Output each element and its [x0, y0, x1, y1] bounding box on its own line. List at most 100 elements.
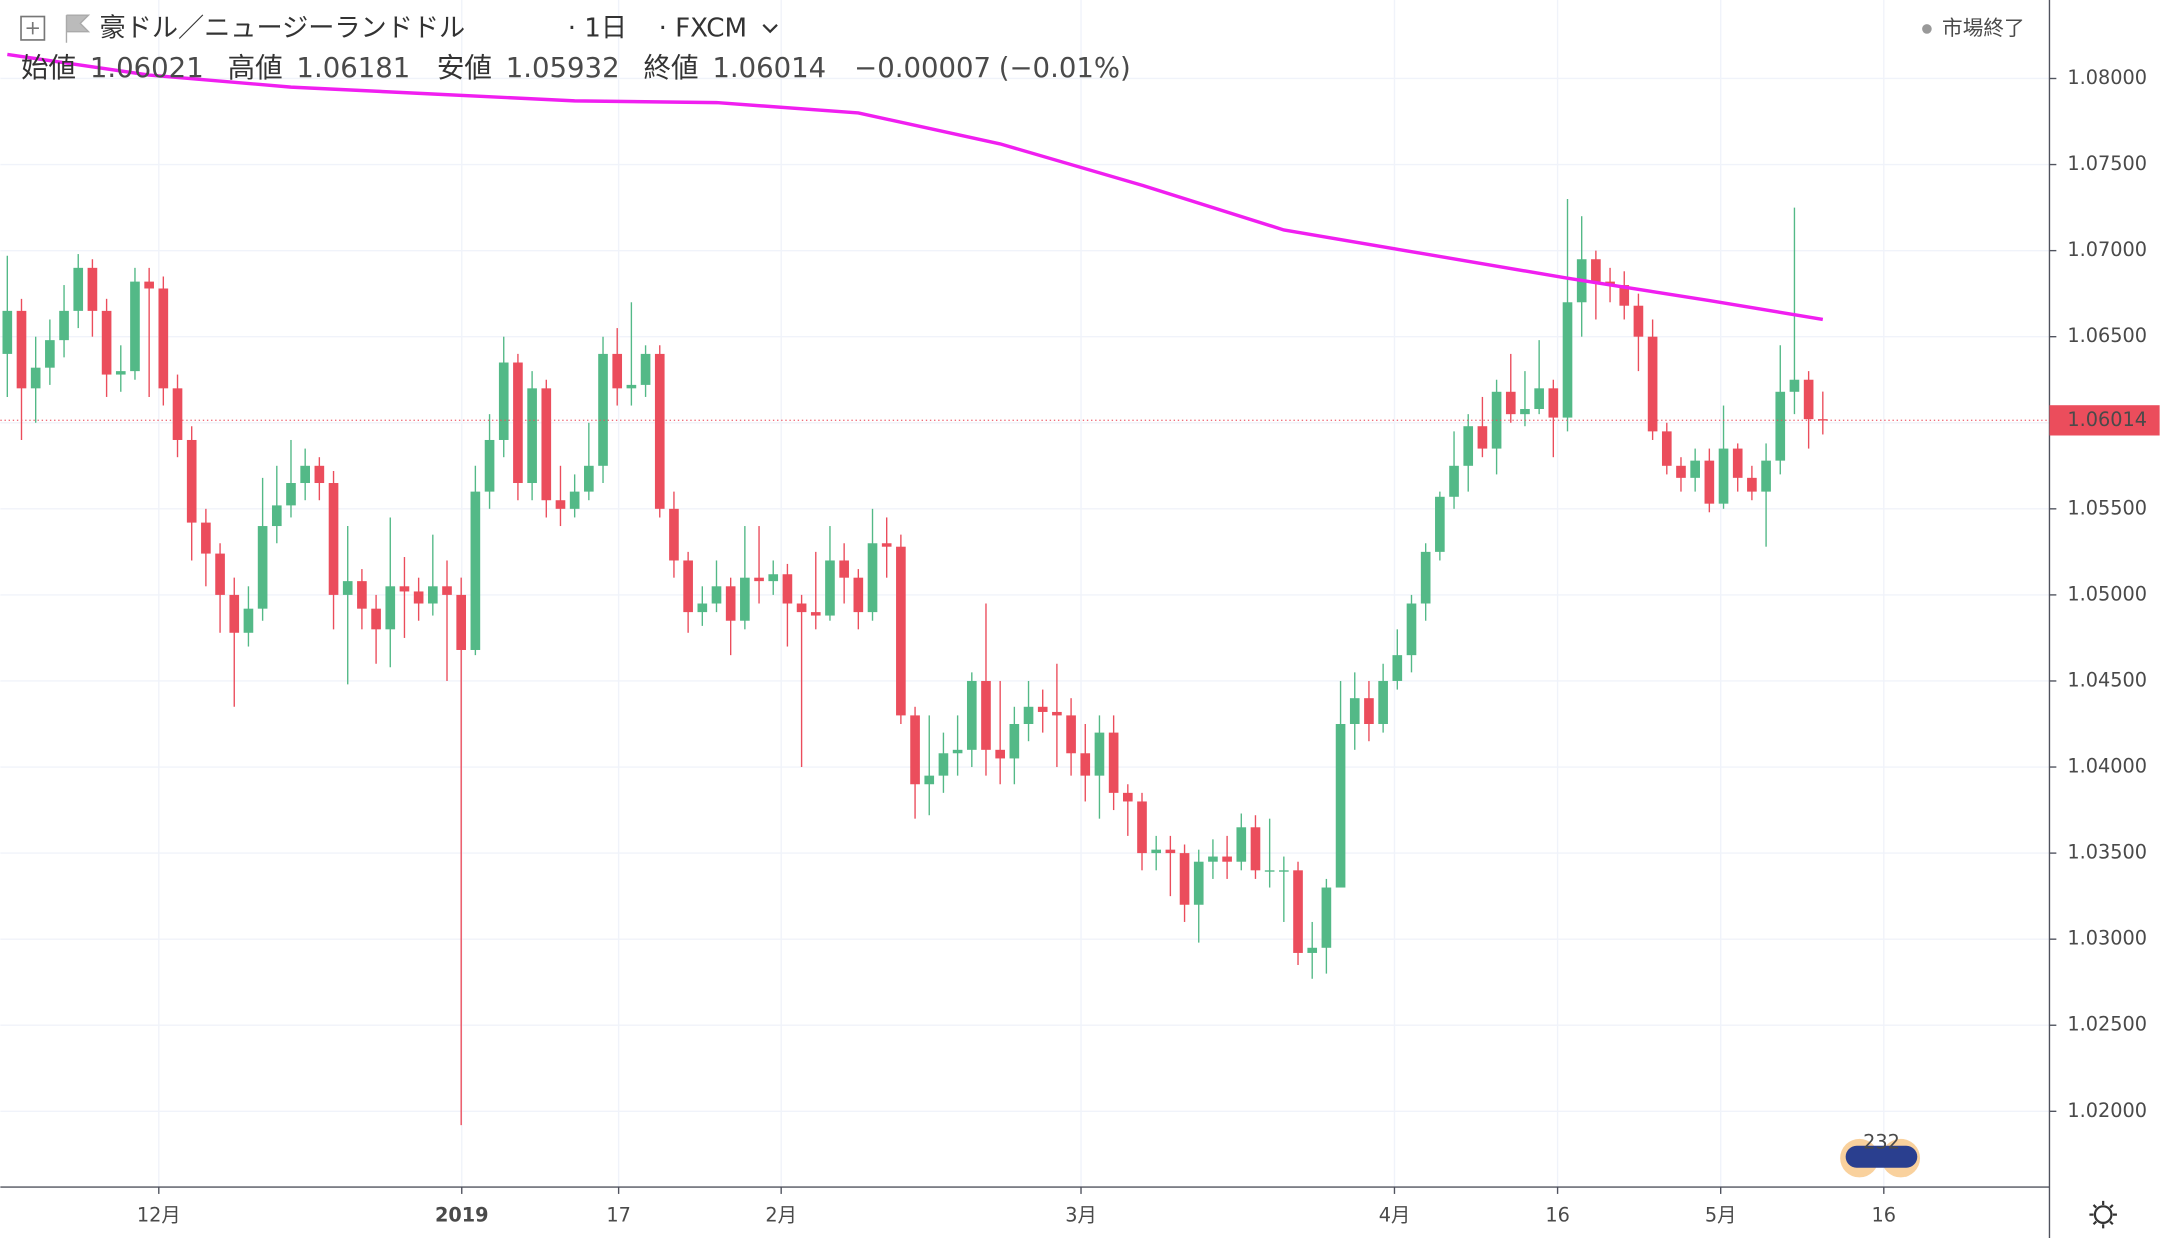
- candle-body: [569, 491, 580, 509]
- x-tick-label: 16: [1872, 1203, 1897, 1226]
- candle-body: [314, 465, 325, 484]
- candle-body: [1718, 448, 1729, 504]
- candle-body: [73, 267, 84, 311]
- candle-body: [1647, 336, 1658, 432]
- candle-body: [1633, 305, 1644, 337]
- candle-body: [825, 560, 835, 616]
- candle-body: [1208, 856, 1218, 862]
- y-tick-label: 1.07500: [2067, 152, 2147, 175]
- candle-body: [1236, 827, 1247, 862]
- candle-body: [1023, 706, 1034, 725]
- candle-body: [130, 281, 140, 372]
- x-tick-label: 2月: [765, 1203, 797, 1226]
- candle-body: [271, 505, 282, 527]
- candle-body: [1151, 849, 1162, 854]
- dropdown-icon[interactable]: [762, 24, 778, 34]
- y-tick-label: 1.07000: [2067, 238, 2147, 261]
- badge-text: 232: [1863, 1130, 1900, 1153]
- candle-body: [513, 362, 523, 484]
- candle-body: [186, 439, 197, 523]
- candle-body: [995, 749, 1005, 759]
- expand-icon[interactable]: [20, 15, 46, 41]
- candle-body: [924, 775, 935, 785]
- candle-body: [1562, 302, 1573, 418]
- candle-body: [1293, 870, 1303, 953]
- candle-body: [910, 715, 920, 785]
- ohlc-legend: 始値 1.06021 高値 1.06181 安値 1.05932 終値 1.06014 −0.0…: [21, 52, 1131, 84]
- candle-body: [1137, 801, 1147, 854]
- candle-body: [1392, 655, 1403, 681]
- legend-change-pct: (−0.01%): [999, 52, 1131, 84]
- candle-body: [115, 371, 126, 375]
- candle-body: [654, 353, 665, 509]
- candle-body: [144, 281, 154, 289]
- candle-body: [839, 560, 849, 578]
- candle-body: [896, 546, 906, 716]
- x-tick-label: 3月: [1065, 1203, 1097, 1226]
- candle-body: [1307, 947, 1318, 953]
- candle-body: [1775, 391, 1786, 461]
- legend-label: 高値: [228, 52, 283, 84]
- candle-body: [1250, 827, 1261, 871]
- candle-body: [328, 483, 339, 595]
- y-tick-label: 1.04000: [2067, 755, 2147, 778]
- candle-body: [257, 526, 268, 609]
- candle-body: [527, 388, 537, 484]
- x-tick-label: 16: [1545, 1203, 1570, 1226]
- candle-body: [1179, 853, 1190, 905]
- candle-body: [810, 612, 821, 616]
- y-tick-label: 1.05000: [2067, 582, 2147, 605]
- candle-body: [1690, 460, 1700, 478]
- candle-body: [640, 353, 651, 385]
- candle-body: [1080, 753, 1091, 776]
- candle-body: [1009, 724, 1020, 759]
- candle-body: [1122, 792, 1133, 802]
- candle-body: [45, 340, 55, 368]
- y-tick-label: 1.03000: [2067, 927, 2147, 950]
- y-tick-label: 1.04500: [2067, 668, 2147, 691]
- badge: 232: [1840, 1130, 1921, 1178]
- y-tick-label: 1.08000: [2067, 66, 2147, 89]
- axes: 1.02000 1.02500 1.03000 1.03500 1.04000 1.045…: [137, 66, 2160, 1226]
- legend-value: 1.06014: [712, 52, 826, 84]
- candle-body: [1520, 408, 1530, 415]
- candle-body: [796, 603, 807, 613]
- candle-body: [286, 483, 296, 506]
- candle-body: [357, 581, 367, 609]
- source: FXCM: [675, 13, 747, 43]
- expand-icon-cross: [26, 22, 39, 35]
- candle-body: [1463, 426, 1474, 466]
- y-tick-label: 1.06500: [2067, 324, 2147, 347]
- settings-icon[interactable]: [2089, 1200, 2117, 1229]
- candle-body: [1364, 698, 1374, 725]
- candle-body: [754, 577, 764, 582]
- candle-body: [30, 367, 41, 389]
- legend-label: 始値: [21, 52, 76, 84]
- candle-body: [456, 594, 467, 650]
- candle-body: [484, 439, 495, 492]
- candle-body: [470, 491, 481, 650]
- candle-body: [584, 465, 594, 492]
- candle-body: [201, 522, 211, 554]
- candle-body: [1165, 849, 1176, 854]
- legend-value: 1.05932: [506, 52, 620, 84]
- legend-value: 1.06021: [90, 52, 204, 84]
- candle-body: [1435, 496, 1445, 552]
- candle-body: [59, 310, 69, 341]
- candle-body: [1108, 732, 1119, 793]
- legend-label: 終値: [643, 52, 698, 84]
- flag-icon: [65, 14, 91, 43]
- candle-body: [711, 586, 722, 604]
- separator: ·: [568, 13, 576, 43]
- candle-body: [881, 543, 892, 547]
- legend-change: −0.00007: [854, 52, 991, 84]
- candle-body: [1264, 870, 1275, 872]
- candle-body: [1803, 379, 1814, 420]
- candle-body: [1335, 724, 1346, 888]
- candle-body: [1193, 861, 1204, 905]
- candle-body: [300, 465, 310, 484]
- candle-body: [158, 288, 169, 389]
- candle-body: [2, 310, 13, 354]
- candle-body: [16, 310, 27, 389]
